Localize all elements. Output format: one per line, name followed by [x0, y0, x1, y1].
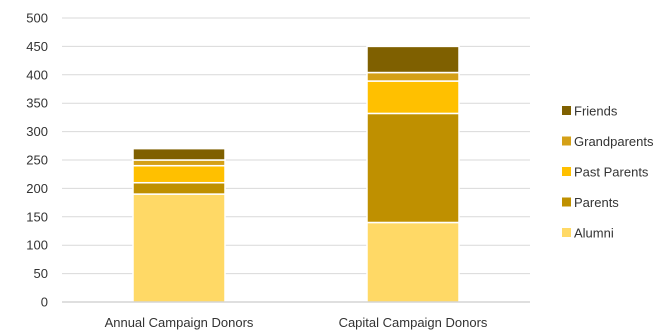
bars — [132, 45, 460, 303]
bar-segment — [366, 80, 460, 115]
bar-segment — [132, 147, 226, 161]
legend-swatch — [562, 228, 571, 237]
legend-swatch — [562, 136, 571, 146]
y-tick-label: 200 — [26, 181, 48, 196]
bar-segment — [132, 164, 226, 184]
x-category-label: Capital Campaign Donors — [339, 315, 488, 330]
x-axis: Annual Campaign Donors Capital Campaign D… — [62, 301, 530, 330]
bar-segment — [366, 45, 460, 74]
legend-swatch — [562, 106, 571, 115]
legend-label: Grandparents — [574, 134, 654, 149]
y-axis: 0 50 100 150 200 250 300 350 400 450 500 — [26, 11, 48, 310]
y-tick-label: 500 — [26, 11, 48, 26]
y-tick-label: 100 — [26, 238, 48, 253]
y-tick-label: 400 — [26, 67, 48, 82]
y-tick-label: 50 — [34, 266, 48, 281]
y-tick-label: 0 — [41, 295, 48, 310]
bar-segment — [132, 181, 226, 195]
legend-swatch — [562, 167, 571, 176]
bar-segment — [366, 112, 460, 224]
bar-segment — [132, 159, 226, 167]
legend: Friends Grandparents Past Parents Parents Al… — [562, 104, 654, 241]
legend-label: Past Parents — [574, 165, 649, 180]
y-tick-label: 300 — [26, 124, 48, 139]
bar-segment — [366, 71, 460, 82]
y-tick-label: 450 — [26, 39, 48, 54]
x-category-label: Annual Campaign Donors — [105, 315, 254, 330]
y-tick-label: 150 — [26, 209, 48, 224]
gridlines — [62, 17, 530, 303]
bar-segment — [366, 221, 460, 303]
legend-label: Parents — [574, 195, 619, 210]
legend-swatch — [562, 197, 571, 207]
legend-label: Friends — [574, 104, 618, 119]
y-tick-label: 350 — [26, 96, 48, 111]
y-tick-label: 250 — [26, 153, 48, 168]
bar-segment — [132, 193, 226, 303]
legend-label: Alumni — [574, 226, 614, 241]
